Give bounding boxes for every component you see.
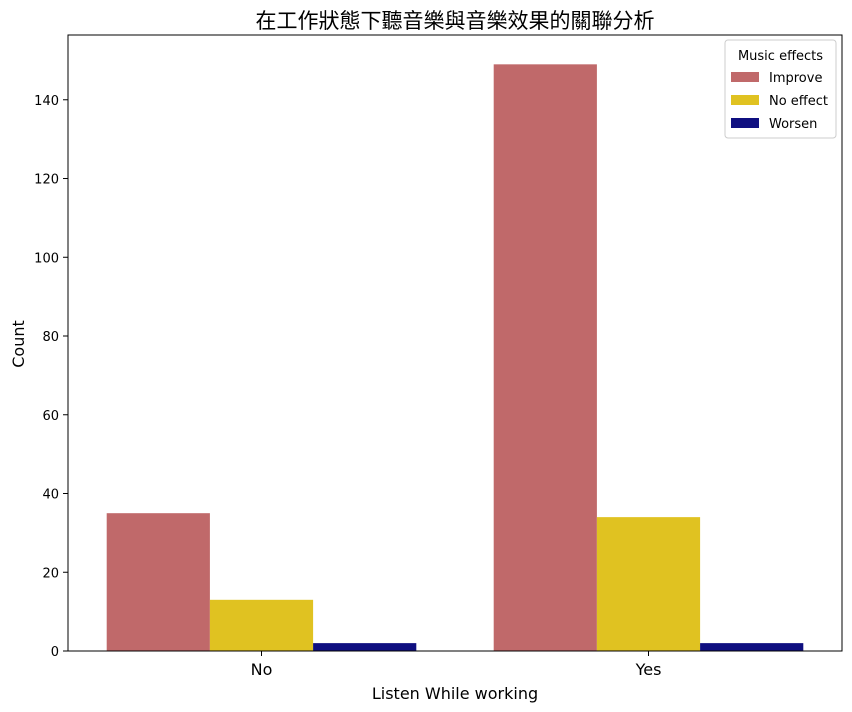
y-axis-label: Count bbox=[9, 320, 28, 368]
legend-label-worsen: Worsen bbox=[769, 117, 817, 132]
bars-group bbox=[107, 64, 804, 651]
y-tick-label: 100 bbox=[34, 251, 59, 266]
legend-title: Music effects bbox=[738, 49, 823, 64]
legend-label-no-effect: No effect bbox=[769, 94, 828, 109]
bar-worsen-no bbox=[313, 643, 416, 651]
legend-label-improve: Improve bbox=[769, 71, 822, 86]
y-tick-label: 60 bbox=[42, 409, 59, 424]
y-tick-label: 40 bbox=[42, 488, 59, 503]
legend: Music effects Improve No effect Worsen bbox=[725, 40, 836, 138]
x-tick-label: No bbox=[251, 660, 273, 679]
bar-improve-no bbox=[107, 513, 210, 651]
bar-no-effect-no bbox=[210, 600, 313, 651]
legend-swatch-worsen bbox=[731, 118, 759, 128]
legend-swatch-improve bbox=[731, 72, 759, 82]
x-axis-label: Listen While working bbox=[372, 684, 538, 703]
bar-improve-yes bbox=[494, 64, 597, 651]
bar-worsen-yes bbox=[700, 643, 803, 651]
chart-title: 在工作狀態下聽音樂與音樂效果的關聯分析 bbox=[256, 9, 655, 33]
x-tick-label: Yes bbox=[635, 660, 662, 679]
y-tick-label: 0 bbox=[51, 645, 59, 660]
y-tick-label: 120 bbox=[34, 173, 59, 188]
bar-no-effect-yes bbox=[597, 517, 700, 651]
legend-swatch-no-effect bbox=[731, 95, 759, 105]
y-tick-label: 80 bbox=[42, 330, 59, 345]
y-tick-label: 20 bbox=[42, 566, 59, 581]
y-tick-label: 140 bbox=[34, 94, 59, 109]
